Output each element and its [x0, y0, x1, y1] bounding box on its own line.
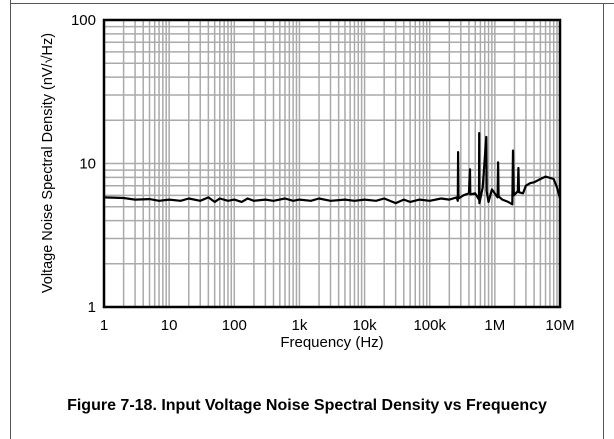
series-layer [103, 132, 562, 206]
x-tick-label: 10k [352, 317, 377, 334]
x-tick-label: 100k [413, 317, 446, 334]
y-tick-label: 1 [88, 299, 96, 316]
plot-frame [102, 18, 562, 309]
y-tick-labels: 1 10 100 [71, 12, 96, 316]
x-tick-label: 1M [484, 317, 505, 334]
series-line [103, 132, 562, 206]
x-tick-labels: 1 10 100 1k 10k 100k 1M 10M [100, 317, 575, 334]
x-tick-label: 100 [222, 317, 247, 334]
page-border-right [603, 3, 604, 439]
x-tick-label: 1k [292, 317, 308, 334]
page-border-top [10, 3, 614, 4]
x-tick-label: 1 [100, 317, 108, 334]
x-tick-label: 10 [161, 317, 178, 334]
figure-caption: Figure 7-18. Input Voltage Noise Spectra… [67, 397, 547, 414]
x-tick-label: 10M [545, 317, 574, 334]
page-border-left [10, 0, 11, 439]
grid [103, 20, 560, 308]
x-axis-label: Frequency (Hz) [280, 334, 383, 351]
y-tick-label: 100 [71, 12, 96, 29]
y-axis-label: Voltage Noise Spectral Density (nV/√Hz) [40, 33, 56, 293]
y-tick-label: 10 [79, 156, 96, 173]
